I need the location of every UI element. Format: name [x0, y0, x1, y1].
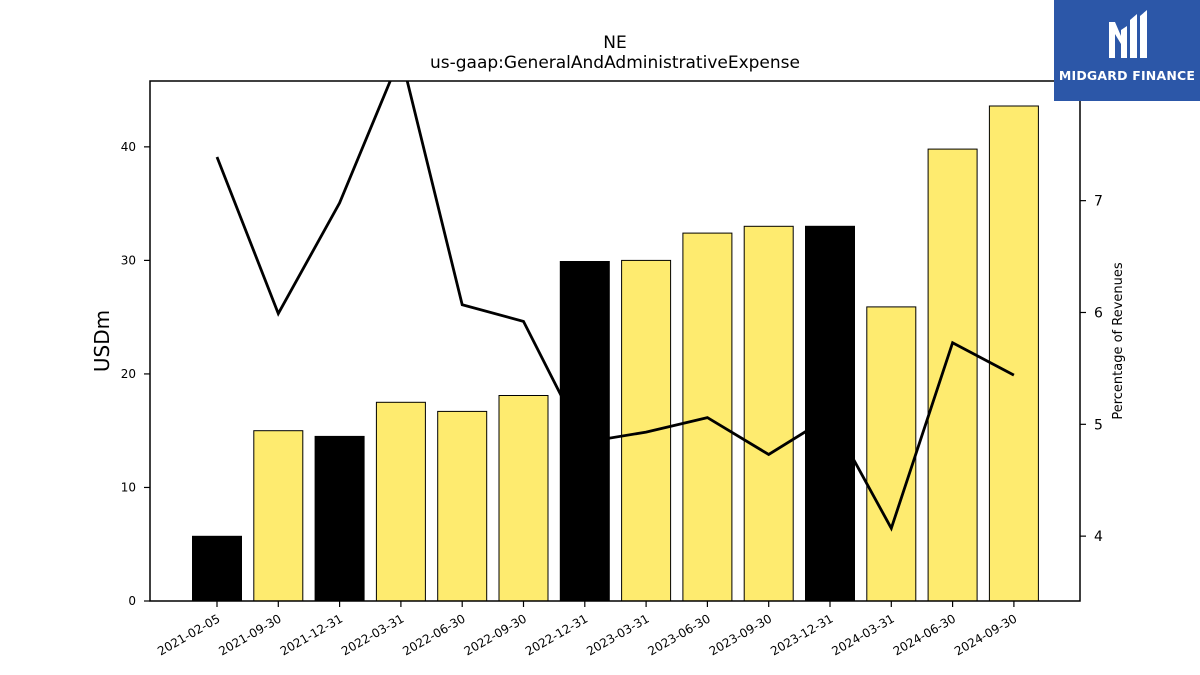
x-tick-label: 2022-06-30	[400, 611, 467, 658]
x-tick-label: 2023-09-30	[707, 611, 774, 658]
bar	[988, 105, 1039, 602]
brand-logo: MIDGARD FINANCE	[1054, 0, 1200, 101]
bar	[314, 435, 365, 602]
x-tick-label: 2021-12-31	[278, 611, 345, 658]
y-axis-label: USDm	[90, 310, 114, 372]
chart-subtitle: us-gaap:GeneralAndAdministrativeExpense	[430, 53, 800, 73]
x-tick-label: 2022-03-31	[339, 611, 406, 658]
bar	[498, 395, 549, 602]
y2-tick-label: 5	[1094, 417, 1103, 433]
y2-tick-label: 7	[1094, 194, 1103, 210]
bar	[253, 430, 304, 602]
x-tick-label: 2024-06-30	[891, 611, 958, 658]
bar	[927, 148, 978, 602]
x-tick-label: 2021-02-05	[155, 611, 222, 658]
plot-frame	[149, 80, 1081, 602]
bar	[743, 225, 794, 602]
brand-name: MIDGARD FINANCE	[1058, 68, 1196, 83]
x-tick-label: 2024-03-31	[829, 611, 896, 658]
y-tick-label: 30	[121, 253, 136, 267]
bar-series	[192, 105, 1039, 602]
x-axis: 2021-02-052021-09-302021-12-312022-03-31…	[155, 601, 1019, 658]
brand-logo-icon	[1109, 10, 1147, 58]
y-tick-label: 40	[121, 140, 136, 154]
y2-tick-label: 6	[1094, 305, 1103, 321]
chart-title: NE	[603, 33, 626, 53]
bar	[866, 306, 917, 602]
bar	[375, 401, 426, 602]
bar	[437, 410, 488, 602]
bar	[559, 261, 610, 602]
line-series	[215, 81, 1015, 532]
x-tick-label: 2022-09-30	[462, 611, 529, 658]
y-tick-label: 10	[121, 480, 136, 494]
bar	[192, 535, 242, 602]
bar	[805, 225, 855, 602]
y-tick-label: 20	[121, 367, 136, 381]
y-tick-label: 0	[128, 594, 136, 608]
x-tick-label: 2021-09-30	[216, 611, 283, 658]
ratio-line	[215, 81, 1015, 532]
y2-tick-label: 4	[1094, 529, 1103, 545]
y-axis-right: 4 5 6 7	[1080, 194, 1103, 545]
y-axis-left: 0 10 20 30 40	[121, 140, 150, 608]
x-tick-label: 2024-09-30	[952, 611, 1019, 658]
x-tick-label: 2023-06-30	[645, 611, 712, 658]
x-tick-label: 2023-12-31	[768, 611, 835, 658]
x-tick-label: 2022-12-31	[523, 611, 590, 658]
x-tick-label: 2023-03-31	[584, 611, 651, 658]
y2-axis-label: Percentage of Revenues	[1111, 262, 1126, 420]
